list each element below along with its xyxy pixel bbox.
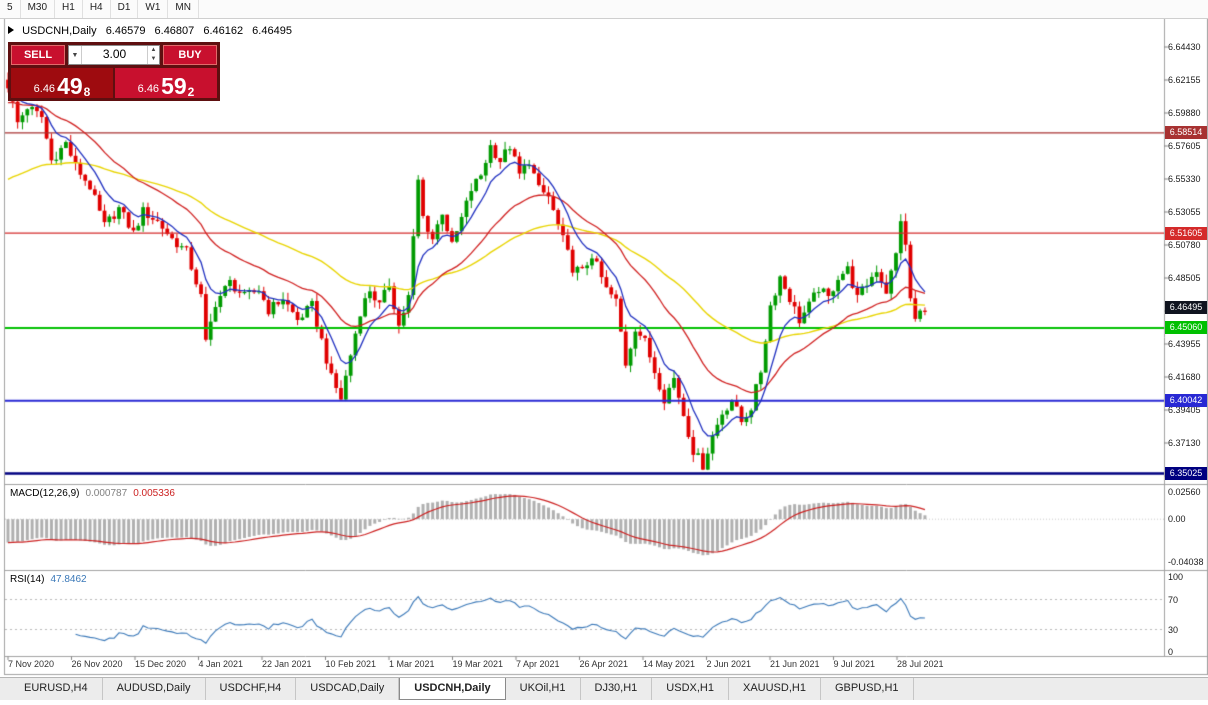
price-tick: 6.37130 <box>1168 438 1201 448</box>
chart-tab-audusd-daily[interactable]: AUDUSD,Daily <box>103 678 206 700</box>
date-label: 22 Jan 2021 <box>262 659 312 669</box>
symbol-period-label: USDCNH,Daily <box>22 25 97 37</box>
macd-value-1: 0.000787 <box>85 488 128 499</box>
date-axis: 7 Nov 2020 26 Nov 2020 15 Dec 2020 4 Jan 20… <box>0 659 1164 673</box>
rsi-tick: 30 <box>1168 624 1179 635</box>
timeframe-button-h4[interactable]: H4 <box>83 0 111 18</box>
rsi-tick: 0 <box>1168 647 1174 657</box>
volume-field[interactable]: ▼ 3.00 ▲ ▼ <box>68 45 160 65</box>
chart-tab-ukoil-h1[interactable]: UKOil,H1 <box>506 678 581 700</box>
level-price-box: 6.40042 <box>1165 394 1207 408</box>
date-label: 21 Jun 2021 <box>770 659 820 669</box>
sell-price-big: 49 <box>57 73 83 99</box>
price-tick: 6.43955 <box>1168 339 1201 349</box>
buy-price-display[interactable]: 6.46 59 2 <box>115 68 217 98</box>
rsi-tick: 70 <box>1168 594 1179 605</box>
ohlc-close: 6.46495 <box>252 25 292 37</box>
rsi-tick: 100 <box>1168 572 1184 582</box>
price-tick: 6.50780 <box>1168 240 1201 250</box>
volume-input[interactable]: 3.00 <box>102 47 127 61</box>
chart-tab-usdcad-daily[interactable]: USDCAD,Daily <box>296 678 400 700</box>
chart-tab-dj30-h1[interactable]: DJ30,H1 <box>581 678 653 700</box>
level-price-box: 6.45060 <box>1165 321 1207 335</box>
macd-value-2: 0.005336 <box>133 488 175 499</box>
price-tick: 6.57605 <box>1168 141 1201 151</box>
macd-label: MACD(12,26,9) 0.000787 0.005336 <box>10 488 175 499</box>
price-tick: 6.59880 <box>1168 108 1201 118</box>
timeframe-button-mn[interactable]: MN <box>168 0 199 18</box>
chart-tab-usdx-h1[interactable]: USDX,H1 <box>652 678 729 700</box>
macd-name: MACD(12,26,9) <box>10 488 80 499</box>
volume-up-icon[interactable]: ▲ <box>150 47 157 53</box>
buy-price-sup: 2 <box>187 85 195 99</box>
volume-dropdown-icon[interactable]: ▼ <box>69 46 82 64</box>
chart-tab-gbpusd-h1[interactable]: GBPUSD,H1 <box>821 678 914 700</box>
level-price-box: 6.58514 <box>1165 126 1207 140</box>
rsi-value: 47.8462 <box>50 574 87 585</box>
date-label: 28 Jul 2021 <box>897 659 944 669</box>
price-tick: 6.55330 <box>1168 174 1201 184</box>
ohlc-high: 6.46807 <box>154 25 195 37</box>
date-label: 9 Jul 2021 <box>833 659 876 669</box>
date-label: 15 Dec 2020 <box>135 659 187 669</box>
timeframe-button-d1[interactable]: D1 <box>111 0 139 18</box>
one-click-trading-panel: SELL ▼ 3.00 ▲ ▼ BUY 6.46 49 8 6.46 59 2 <box>8 42 220 101</box>
timeframe-toolbar: 5 M30 H1 H4 D1 W1 MN <box>0 0 1208 19</box>
buy-price-small: 6.46 <box>137 83 160 95</box>
chart-tabs-bar: EURUSD,H4 AUDUSD,Daily USDCHF,H4 USDCAD,Dai… <box>0 677 1208 700</box>
level-price-box: 6.35025 <box>1165 467 1207 481</box>
date-label: 14 May 2021 <box>643 659 696 669</box>
chart-tab-eurusd-h4[interactable]: EURUSD,H4 <box>10 678 103 700</box>
macd-tick: -0.04038 <box>1168 557 1204 568</box>
volume-stepper[interactable]: ▲ ▼ <box>147 46 159 64</box>
rsi-name: RSI(14) <box>10 574 45 585</box>
date-label: 2 Jun 2021 <box>706 659 752 669</box>
timeframe-button-m30[interactable]: M30 <box>21 0 56 18</box>
current-price-box: 6.46495 <box>1165 300 1207 314</box>
ohlc-open: 6.46579 <box>105 25 146 37</box>
timeframe-button-5[interactable]: 5 <box>0 0 21 18</box>
level-price-box: 6.51605 <box>1165 226 1207 240</box>
timeframe-button-w1[interactable]: W1 <box>138 0 169 18</box>
chart-tab-xauusd-h1[interactable]: XAUUSD,H1 <box>729 678 821 700</box>
date-label: 4 Jan 2021 <box>198 659 244 669</box>
macd-tick: 0.02560 <box>1168 487 1201 498</box>
sell-price-sup: 8 <box>83 85 91 99</box>
date-label: 7 Nov 2020 <box>8 659 55 669</box>
sell-price-display[interactable]: 6.46 49 8 <box>11 68 113 98</box>
price-tick: 6.62155 <box>1168 75 1201 85</box>
tabbar-spacer <box>0 678 10 700</box>
date-label: 26 Apr 2021 <box>579 659 629 669</box>
sell-price-small: 6.46 <box>33 83 56 95</box>
price-tick: 6.41680 <box>1168 372 1201 382</box>
one-click-trading-toggle-icon[interactable] <box>8 26 14 34</box>
date-label: 10 Feb 2021 <box>325 659 377 669</box>
timeframe-button-h1[interactable]: H1 <box>55 0 83 18</box>
sell-button[interactable]: SELL <box>11 45 65 65</box>
chart-tab-usdchf-h4[interactable]: USDCHF,H4 <box>206 678 297 700</box>
date-label: 7 Apr 2021 <box>516 659 560 669</box>
ohlc-low: 6.46162 <box>203 25 244 37</box>
chart-title: USDCNH,Daily 6.46579 6.46807 6.46162 6.4… <box>8 25 292 37</box>
price-tick: 6.39405 <box>1168 405 1201 415</box>
buy-button[interactable]: BUY <box>163 45 217 65</box>
price-tick: 6.64430 <box>1168 42 1201 52</box>
date-label: 1 Mar 2021 <box>389 659 435 669</box>
chart-tab-usdcnh-daily[interactable]: USDCNH,Daily <box>399 678 506 700</box>
macd-tick: 0.00 <box>1168 514 1186 525</box>
price-tick: 6.48505 <box>1168 273 1201 283</box>
date-label: 19 Mar 2021 <box>452 659 504 669</box>
buy-price-big: 59 <box>161 73 187 99</box>
rsi-label: RSI(14) 47.8462 <box>10 574 87 585</box>
volume-down-icon[interactable]: ▼ <box>150 56 157 62</box>
price-tick: 6.53055 <box>1168 207 1201 217</box>
date-label: 26 Nov 2020 <box>71 659 123 669</box>
